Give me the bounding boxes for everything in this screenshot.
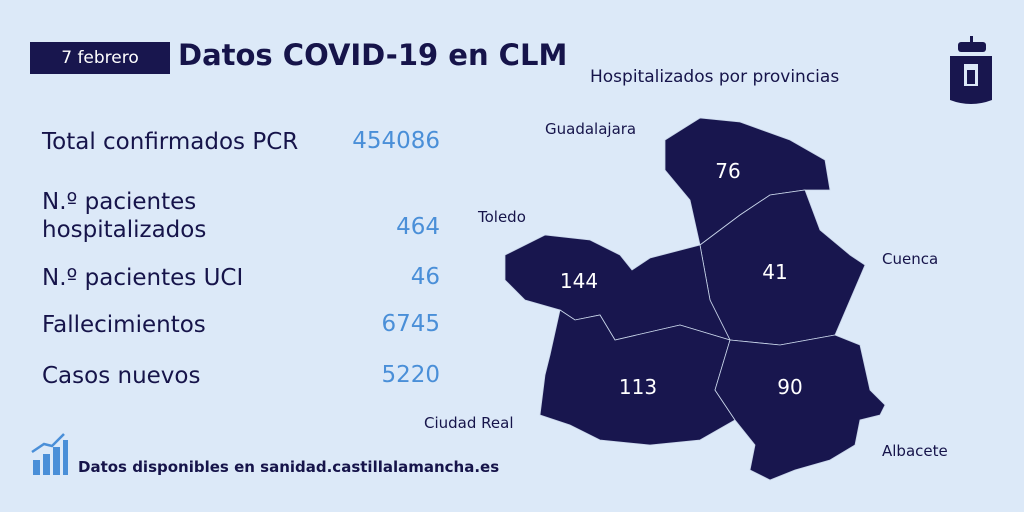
province-name: Toledo bbox=[477, 208, 526, 226]
stat-label: N.º pacientes UCI bbox=[42, 265, 244, 291]
province-ciudad-real bbox=[539, 309, 736, 446]
province-albacete bbox=[714, 334, 886, 481]
stat-value: 454086 bbox=[352, 128, 440, 154]
stat-value: 464 bbox=[396, 214, 440, 240]
province-value: 90 bbox=[777, 375, 802, 399]
stat-label: Total confirmados PCR bbox=[42, 129, 299, 155]
logo bbox=[950, 36, 992, 104]
provinces bbox=[504, 117, 886, 481]
province-name: Cuenca bbox=[882, 250, 938, 268]
stat-label: Casos nuevos bbox=[42, 363, 201, 389]
province-name: Albacete bbox=[882, 442, 948, 460]
province-value: 113 bbox=[619, 375, 657, 399]
map-title: Hospitalizados por provincias bbox=[590, 67, 839, 87]
stat-value: 6745 bbox=[381, 311, 440, 337]
province-value: 144 bbox=[560, 269, 598, 293]
province-toledo bbox=[504, 234, 731, 341]
province-value: 76 bbox=[715, 159, 740, 183]
province-name: Ciudad Real bbox=[424, 414, 514, 432]
stat-label: N.º pacientes hospitalizados bbox=[42, 189, 207, 243]
stat-label: Fallecimientos bbox=[42, 312, 206, 338]
province-name: Guadalajara bbox=[545, 120, 636, 138]
province-value: 41 bbox=[762, 260, 787, 284]
page-title: Datos COVID-19 en CLM bbox=[178, 38, 568, 72]
date-badge: 7 febrero bbox=[30, 42, 170, 74]
chart-icon bbox=[31, 433, 68, 475]
stat-value: 46 bbox=[410, 264, 440, 290]
stat-value: 5220 bbox=[381, 362, 440, 388]
footer-text: Datos disponibles en sanidad.castillalam… bbox=[78, 458, 500, 476]
